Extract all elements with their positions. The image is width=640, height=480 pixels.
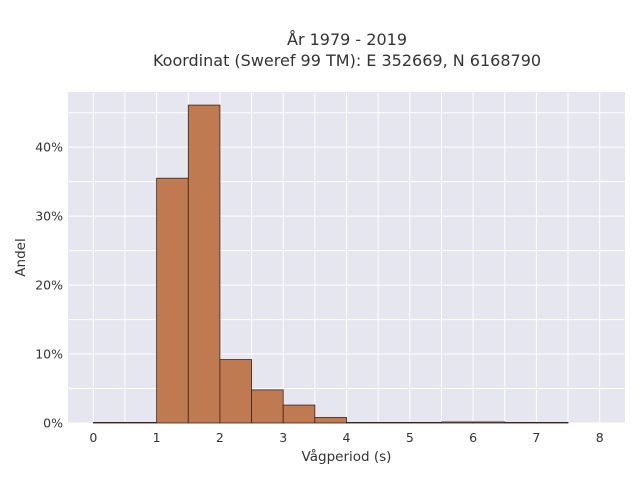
histogram-bar [251, 389, 284, 424]
histogram-bar [441, 421, 474, 424]
histogram-bar [124, 421, 158, 424]
chart-title-line2: Koordinat (Sweref 99 TM): E 352669, N 61… [153, 51, 541, 70]
histogram-bar [535, 421, 569, 424]
histogram-bar [409, 421, 442, 424]
histogram-bar [504, 421, 537, 424]
grid-layer [68, 92, 625, 424]
x-tick-label: 2 [216, 430, 224, 445]
histogram-bar [187, 104, 221, 424]
y-tick-label: 10% [35, 347, 63, 362]
x-tick-label: 3 [279, 430, 287, 445]
y-tick-label: 0% [43, 416, 63, 431]
x-tick-label: 8 [596, 430, 604, 445]
x-tick-label: 6 [469, 430, 477, 445]
histogram-bar [314, 417, 347, 424]
histogram-bar [282, 404, 316, 424]
x-tick-label: 1 [153, 430, 161, 445]
histogram-bar [346, 421, 379, 424]
x-tick-label: 4 [343, 430, 351, 445]
y-tick-label: 30% [35, 209, 63, 224]
x-tick-label: 7 [532, 430, 540, 445]
y-axis-label: Andel [13, 238, 29, 276]
histogram-bar [92, 421, 126, 424]
histogram-bar [156, 177, 189, 424]
y-tick-label: 40% [35, 140, 63, 155]
x-tick-label: 5 [406, 430, 414, 445]
x-axis-label: Vågperiod (s) [302, 448, 392, 465]
histogram-bar [377, 421, 411, 424]
ticks-layer: 0 1 2 3 4 5 6 7 8 0% 10% 20% 30% 40% [35, 140, 604, 445]
histogram-bar [472, 421, 506, 424]
y-tick-label: 20% [35, 278, 63, 293]
chart-title-line1: År 1979 - 2019 [287, 30, 407, 49]
bars-layer [92, 104, 569, 424]
histogram-bar [219, 359, 252, 424]
x-tick-label: 0 [89, 430, 97, 445]
